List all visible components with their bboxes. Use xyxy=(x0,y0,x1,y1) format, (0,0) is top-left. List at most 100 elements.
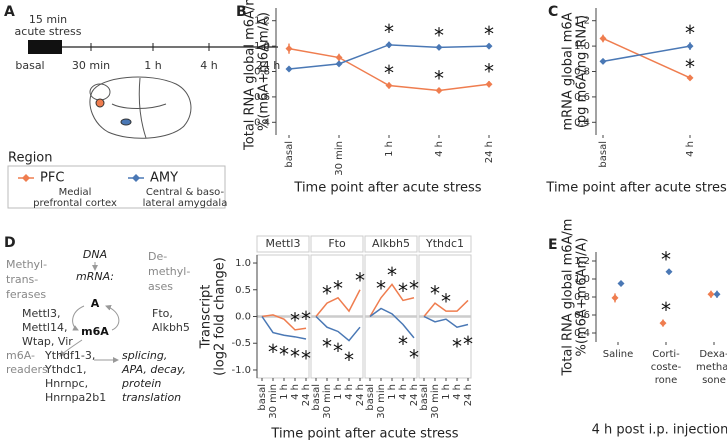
legend-description: Central & baso- xyxy=(146,187,225,198)
series-line xyxy=(423,315,469,329)
significance: * xyxy=(344,348,354,372)
x-axis-title: Time point after acute stress xyxy=(293,181,481,196)
panel-label: C xyxy=(548,4,558,20)
significance: * xyxy=(484,60,494,84)
significance: * xyxy=(333,276,343,300)
reader-genes: Ythdc1, xyxy=(44,363,87,376)
data-point xyxy=(435,87,443,95)
erasers-label: ases xyxy=(148,280,173,293)
significance: * xyxy=(384,20,394,44)
y-tick-label: 1.0 xyxy=(254,41,270,52)
y-tick-label: -0.5 xyxy=(231,338,251,349)
x-axis-title: Time point after acute stress xyxy=(270,427,458,440)
significance: * xyxy=(301,346,311,370)
y-tick-label: 1.2 xyxy=(574,16,590,27)
x-tick-label: metha- xyxy=(696,362,727,373)
timepoint: 30 min xyxy=(72,59,110,72)
writer-genes: Wtap, Vir xyxy=(22,335,73,348)
writers-label: ferases xyxy=(6,288,46,301)
x-tick-label: 30 min xyxy=(322,384,333,419)
y-axis-title: Transcript xyxy=(199,285,214,350)
writer-genes: Mettl14, xyxy=(22,321,67,334)
panel-label: D xyxy=(4,235,16,251)
y-tick-label: 0.8 xyxy=(574,67,590,78)
x-tick-label: sone xyxy=(702,375,726,386)
facet-title-bg xyxy=(310,235,364,253)
y-tick-label: 0.4 xyxy=(254,117,270,128)
significance: * xyxy=(685,21,695,45)
facet-title-bg xyxy=(256,235,310,253)
series-line xyxy=(369,307,415,339)
significance: * xyxy=(384,61,394,85)
significance: * xyxy=(441,290,451,314)
readers-label: readers xyxy=(6,363,48,376)
x-tick-label: coste- xyxy=(651,362,682,373)
y-tick-label: 0.8 xyxy=(574,292,590,303)
facet-title: Mettl3 xyxy=(266,237,301,250)
significance: * xyxy=(387,263,397,287)
x-tick-label: 30 min xyxy=(430,384,441,419)
x-tick-label: Saline xyxy=(603,349,634,360)
x-tick-label: 30 min xyxy=(268,384,279,419)
x-tick-label: basal xyxy=(598,141,609,168)
x-tick-label: 4 h xyxy=(290,384,301,400)
y-tick-label: 0.8 xyxy=(254,67,270,78)
significance: * xyxy=(398,279,408,303)
y-tick-label: 1.2 xyxy=(574,256,590,267)
y-tick-label: 0.6 xyxy=(254,92,270,103)
x-tick-label: Corti- xyxy=(652,349,680,360)
series-line xyxy=(369,283,415,317)
significance: * xyxy=(355,268,365,292)
x-tick-label: basal xyxy=(284,141,295,168)
series-line xyxy=(315,289,361,317)
data-point xyxy=(665,268,673,276)
significance: * xyxy=(463,332,473,356)
x-tick-label: 1 h xyxy=(333,384,344,400)
dna: DNA xyxy=(83,248,107,261)
significance: * xyxy=(661,298,671,322)
significance: * xyxy=(322,282,332,306)
mrna: mRNA: xyxy=(76,270,114,283)
data-point xyxy=(435,43,443,51)
timeline: 15 min acute stress basal 30 min 1 h 4 h… xyxy=(15,13,281,72)
reader-genes: Hnrnpa2b1 xyxy=(45,391,106,404)
facet-title-bg xyxy=(418,235,472,253)
x-tick-label: 4 h xyxy=(344,384,355,400)
legend-description: Medial xyxy=(59,187,92,198)
x-tick-label: 4 h xyxy=(434,141,445,157)
significance: * xyxy=(452,335,462,359)
y-axis-title: Total RNA global m6A/m xyxy=(243,0,258,151)
panel-label: E xyxy=(548,237,558,253)
data-point xyxy=(659,319,667,327)
function: APA, decay, xyxy=(121,363,186,376)
series-line xyxy=(423,299,469,317)
data-point xyxy=(611,294,619,302)
data-point xyxy=(686,74,694,82)
data-point xyxy=(335,54,343,62)
significance: * xyxy=(434,67,444,91)
data-point xyxy=(617,280,625,287)
data-point xyxy=(485,42,493,50)
reader-genes: Hnrnpc, xyxy=(45,377,88,390)
function: protein xyxy=(121,377,161,390)
panel-label: A xyxy=(4,4,15,20)
significance: * xyxy=(333,339,343,363)
significance: * xyxy=(409,345,419,369)
data-point xyxy=(385,81,393,89)
legend-box xyxy=(7,165,226,209)
x-tick-label: 4 h xyxy=(398,384,409,400)
x-tick-label: 30 min xyxy=(376,384,387,419)
modified-base: m6A xyxy=(81,325,109,338)
significance: * xyxy=(322,335,332,359)
x-tick-label: 1 h xyxy=(441,384,452,400)
y-axis-title: (log2 fold change) xyxy=(213,257,228,376)
y-tick-label: 0.6 xyxy=(574,310,590,321)
y-tick-label: -1.0 xyxy=(231,365,251,376)
y-tick-label: 0.4 xyxy=(574,117,590,128)
legend-label: PFC xyxy=(40,171,64,186)
x-tick-label: 1 h xyxy=(384,141,395,157)
eraser-genes: Fto, xyxy=(152,307,173,320)
data-point xyxy=(713,290,721,298)
data-point xyxy=(285,65,293,73)
data-point xyxy=(385,41,393,49)
